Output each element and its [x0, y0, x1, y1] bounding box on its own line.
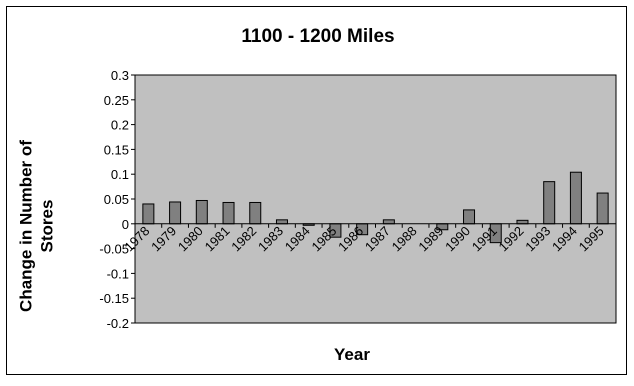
x-axis-label: Year	[334, 345, 370, 364]
y-tick-label: 0.1	[111, 167, 129, 182]
y-axis: 0.3 0.25 0.2 0.15 0.1 0.05 0 -0.05 -0.1 -0.15 -0.2	[99, 68, 135, 331]
y-axis-label: Change in Number of Stores	[17, 140, 57, 312]
bar-1980	[195, 199, 208, 225]
bar-1990	[463, 209, 476, 225]
plot-area	[134, 74, 617, 324]
chart-title: 1100 - 1200 Miles	[241, 26, 394, 47]
y-tick-label: 0.2	[111, 118, 129, 133]
y-axis-label-line: Stores	[38, 200, 57, 253]
y-tick-label: 0	[122, 217, 129, 232]
y-tick-label: -0.1	[107, 266, 129, 281]
y-tick-label: -0.15	[99, 291, 129, 306]
y-tick-label: 0.25	[104, 93, 129, 108]
bar-series	[142, 171, 609, 244]
bar-1979	[169, 201, 182, 225]
bar-1994	[569, 171, 582, 225]
y-tick-label: 0.3	[111, 68, 129, 83]
bar-1983	[275, 219, 288, 225]
y-axis-label-line: Change in Number of	[17, 140, 36, 312]
y-tick-label: 0.15	[104, 142, 129, 157]
bar-1995	[596, 192, 609, 225]
bar-1978	[142, 203, 155, 225]
bar-1987	[382, 219, 395, 225]
y-tick-label: -0.05	[99, 242, 129, 257]
bar-1981	[222, 201, 235, 225]
bar-1993	[543, 181, 556, 225]
bar-1992	[516, 219, 529, 225]
y-tick-label: 0.05	[104, 192, 129, 207]
bar-1982	[249, 201, 262, 225]
y-tick-label: -0.2	[107, 316, 129, 331]
